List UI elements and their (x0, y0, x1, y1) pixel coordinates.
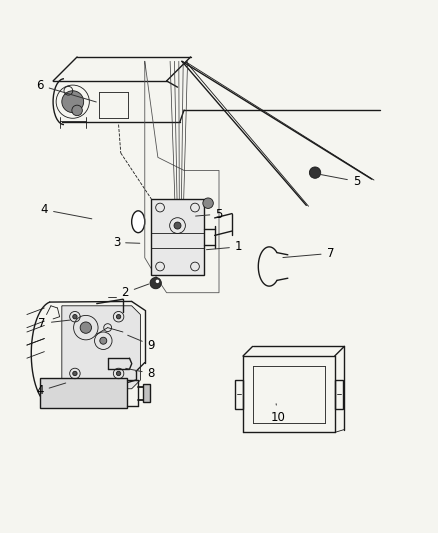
Text: 3: 3 (113, 236, 140, 249)
Circle shape (117, 314, 121, 319)
Text: 4: 4 (36, 383, 66, 398)
Circle shape (174, 222, 181, 229)
PathPatch shape (62, 306, 141, 389)
Bar (40, 378, 127, 408)
Circle shape (117, 372, 121, 376)
Ellipse shape (132, 211, 145, 233)
Text: 7: 7 (39, 317, 70, 330)
Bar (335, 379, 343, 409)
Text: 1: 1 (206, 240, 242, 253)
Circle shape (73, 372, 77, 376)
Circle shape (62, 91, 84, 112)
Text: 4: 4 (41, 203, 92, 219)
Text: 10: 10 (271, 403, 286, 424)
Circle shape (72, 105, 82, 116)
Circle shape (155, 280, 159, 283)
Text: 6: 6 (36, 79, 96, 102)
Bar (151, 199, 204, 275)
Text: 7: 7 (283, 247, 334, 260)
Circle shape (309, 167, 321, 179)
Text: 2: 2 (121, 284, 149, 299)
Text: 9: 9 (128, 335, 155, 352)
Bar (235, 379, 243, 409)
Circle shape (100, 337, 107, 344)
Circle shape (80, 322, 92, 333)
Text: 8: 8 (126, 367, 155, 380)
Circle shape (73, 314, 77, 319)
Bar (143, 384, 150, 402)
Text: 5: 5 (314, 173, 360, 188)
Text: 5: 5 (196, 208, 223, 221)
Circle shape (203, 198, 213, 208)
Circle shape (150, 277, 161, 289)
